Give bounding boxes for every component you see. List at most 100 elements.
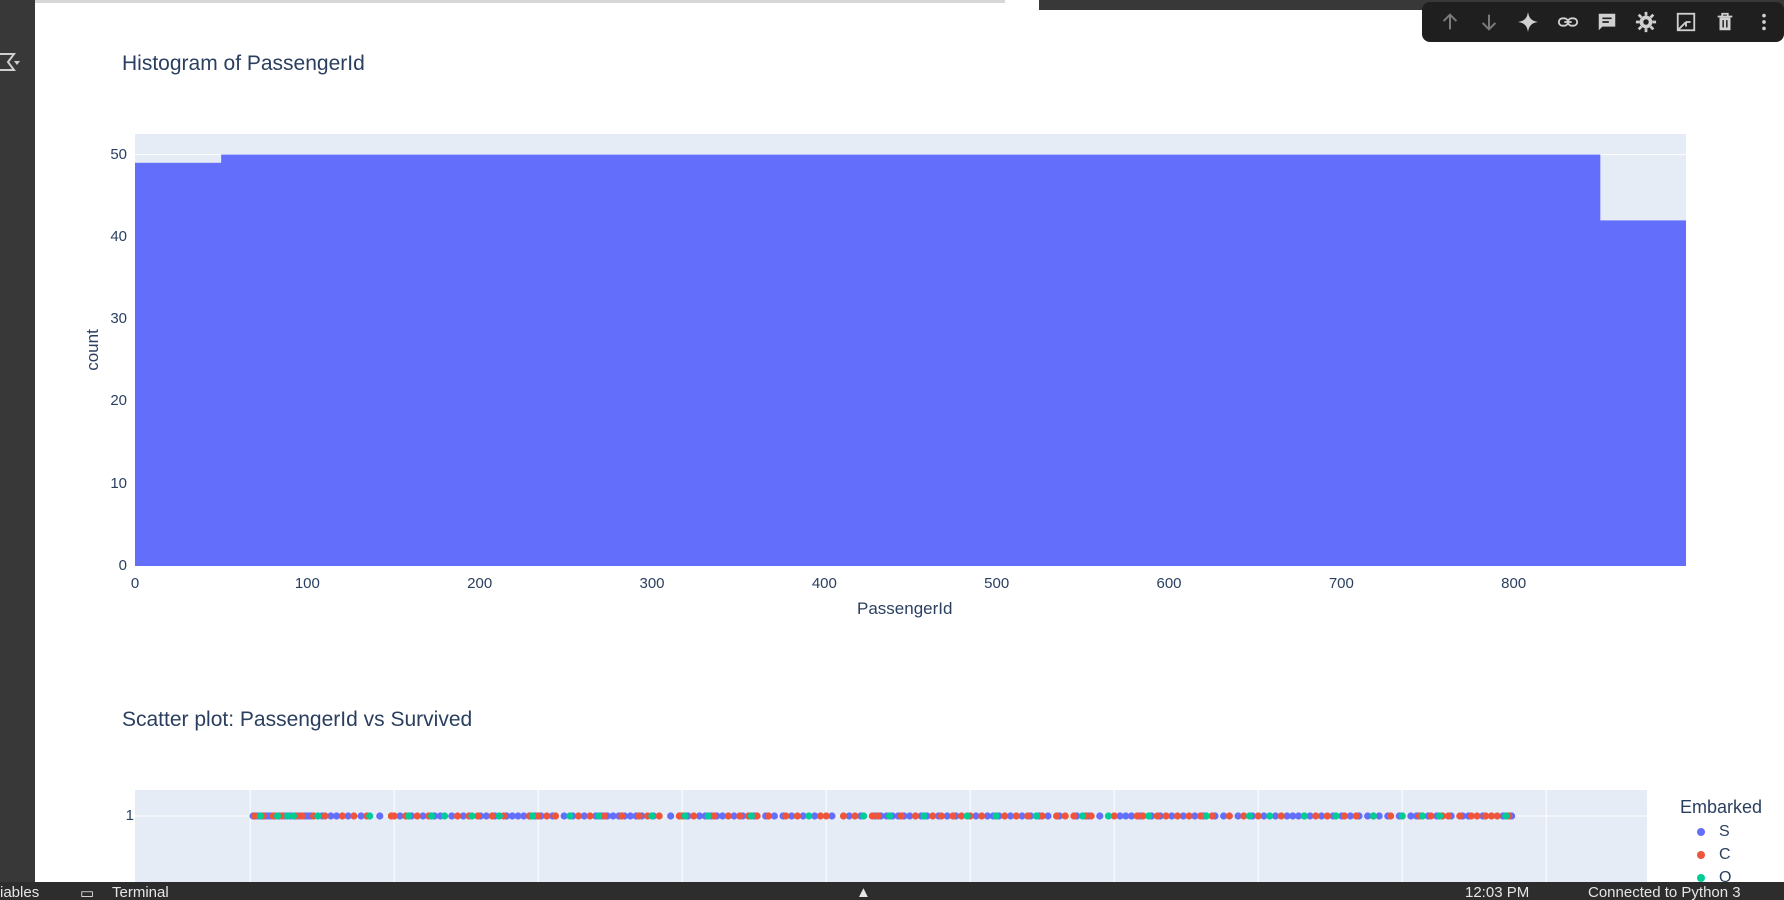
scatter-point-q[interactable] xyxy=(566,812,574,820)
scatter-point-s[interactable] xyxy=(730,812,738,820)
scatter-point-q[interactable] xyxy=(256,812,264,820)
scatter-point-c[interactable] xyxy=(868,812,876,820)
histogram-bar[interactable] xyxy=(1082,154,1170,566)
scatter-point-s[interactable] xyxy=(344,812,352,820)
scatter-point-s[interactable] xyxy=(1006,812,1015,820)
scatter-point-c[interactable] xyxy=(1133,812,1141,820)
scatter-point-s[interactable] xyxy=(1260,812,1268,820)
scatter-point-q[interactable] xyxy=(1300,812,1308,820)
scatter-point-q[interactable] xyxy=(681,812,689,820)
scatter-point-c[interactable] xyxy=(338,812,346,820)
scatter-point-s[interactable] xyxy=(1289,812,1297,820)
scatter-point-s[interactable] xyxy=(609,812,617,820)
scatter-point-c[interactable] xyxy=(390,812,398,820)
scatter-point-q[interactable] xyxy=(885,812,894,820)
scatter-point-c[interactable] xyxy=(1482,812,1490,820)
histogram-bar[interactable] xyxy=(738,154,825,566)
scatter-point-c[interactable] xyxy=(1173,812,1182,820)
scatter-point-q[interactable] xyxy=(992,812,1000,820)
scatter-point-c[interactable] xyxy=(1240,812,1248,820)
legend-item-q[interactable]: Q xyxy=(1697,869,1731,887)
scatter-point-c[interactable] xyxy=(793,812,802,820)
scatter-point-q[interactable] xyxy=(1332,812,1340,820)
scatter-point-s[interactable] xyxy=(983,812,992,820)
scatter-point-c[interactable] xyxy=(453,812,462,820)
scatter-point-c[interactable] xyxy=(710,812,718,820)
scatter-point-s[interactable] xyxy=(508,812,516,820)
scatter-point-c[interactable] xyxy=(1024,812,1032,820)
scatter-point-s[interactable] xyxy=(1346,812,1354,820)
scatter-point-s[interactable] xyxy=(1096,812,1104,820)
terminal-tab[interactable]: Terminal xyxy=(112,884,169,900)
scatter-point-q[interactable] xyxy=(1369,812,1377,820)
runtime-status[interactable]: Connected to Python 3 xyxy=(1588,884,1741,900)
scatter-point-q[interactable] xyxy=(528,812,537,820)
scatter-point-c[interactable] xyxy=(782,812,790,820)
scatter-point-q[interactable] xyxy=(495,812,503,820)
scatter-point-c[interactable] xyxy=(600,812,609,820)
scatter-point-q[interactable] xyxy=(1104,812,1113,820)
scatter-point-c[interactable] xyxy=(911,812,920,820)
scatter-point-s[interactable] xyxy=(514,812,522,820)
scatter-point-s[interactable] xyxy=(1191,812,1199,820)
scatter-point-c[interactable] xyxy=(1087,812,1095,820)
scatter-point-q[interactable] xyxy=(366,812,374,820)
scatter-point-q[interactable] xyxy=(284,812,292,820)
move-cell-up-button[interactable] xyxy=(1430,2,1469,42)
scatter-point-q[interactable] xyxy=(273,812,282,820)
variables-tab[interactable]: iables xyxy=(0,884,40,900)
scatter-point-s[interactable] xyxy=(1375,812,1383,820)
scatter-point-s[interactable] xyxy=(770,812,778,820)
scatter-point-c[interactable] xyxy=(724,812,732,820)
scatter-point-s[interactable] xyxy=(1044,812,1052,820)
scatter-point-q[interactable] xyxy=(747,812,755,820)
scatter-point-c[interactable] xyxy=(1162,812,1170,820)
scatter-point-c[interactable] xyxy=(350,812,358,820)
scatter-point-q[interactable] xyxy=(595,812,603,820)
scatter-point-c[interactable] xyxy=(897,812,905,820)
more-cell-actions-button[interactable] xyxy=(1745,2,1784,42)
scatter-point-c[interactable] xyxy=(736,812,744,820)
scatter-point-c[interactable] xyxy=(655,812,663,820)
histogram-bar[interactable] xyxy=(1255,154,1342,566)
scatter-point-q[interactable] xyxy=(704,812,712,820)
scatter-point-s[interactable] xyxy=(459,812,467,820)
scatter-point-c[interactable] xyxy=(929,812,937,820)
chevron-up-icon[interactable]: ▲ xyxy=(856,884,871,900)
scatter-point-s[interactable] xyxy=(626,812,634,820)
gemini-button[interactable] xyxy=(1509,2,1548,42)
scatter-point-s[interactable] xyxy=(1364,812,1372,820)
scatter-point-q[interactable] xyxy=(1245,812,1254,820)
scatter-point-q[interactable] xyxy=(289,812,297,820)
scatter-point-s[interactable] xyxy=(1234,812,1242,820)
scatter-point-c[interactable] xyxy=(822,812,830,820)
scatter-point-c[interactable] xyxy=(250,812,259,820)
scatter-point-c[interactable] xyxy=(1323,812,1331,820)
scatter-point-c[interactable] xyxy=(851,812,859,820)
scatter-point-s[interactable] xyxy=(845,812,853,820)
terminal-icon[interactable]: ▭ xyxy=(80,885,95,900)
histogram-bar[interactable] xyxy=(824,154,911,566)
scatter-point-c[interactable] xyxy=(1456,812,1464,820)
scatter-point-c[interactable] xyxy=(1185,812,1193,820)
scatter-point-s[interactable] xyxy=(788,812,796,820)
scatter-point-s[interactable] xyxy=(1122,812,1130,820)
histogram-bar[interactable] xyxy=(996,154,1084,566)
scatter-point-c[interactable] xyxy=(1341,812,1349,820)
scatter-point-c[interactable] xyxy=(1312,812,1320,820)
scatter-point-q[interactable] xyxy=(1032,812,1041,820)
scatter-point-c[interactable] xyxy=(474,812,482,820)
scatter-point-c[interactable] xyxy=(298,812,306,820)
scatter-point-c[interactable] xyxy=(1208,812,1216,820)
scatter-point-s[interactable] xyxy=(396,812,404,820)
scatter-point-c[interactable] xyxy=(839,812,848,820)
scatter-point-c[interactable] xyxy=(937,812,946,820)
scatter-point-s[interactable] xyxy=(811,812,819,820)
table-of-contents-icon[interactable] xyxy=(0,50,22,74)
histogram-bar[interactable] xyxy=(479,154,567,566)
scatter-point-s[interactable] xyxy=(1407,812,1415,820)
scatter-point-s[interactable] xyxy=(1317,812,1326,820)
scatter-point-c[interactable] xyxy=(816,812,825,820)
legend-item-c[interactable]: C xyxy=(1697,846,1731,864)
scatter-point-c[interactable] xyxy=(574,812,583,820)
